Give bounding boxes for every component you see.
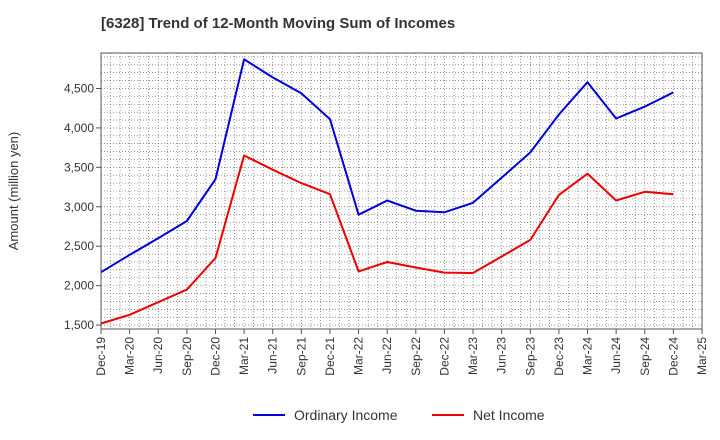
x-tick-label: Sep-23 [523, 337, 537, 376]
x-tick-label: Mar-21 [237, 337, 251, 375]
y-tick-label: 1,500 [64, 318, 94, 332]
x-tick-label: Sep-21 [294, 337, 308, 376]
x-tick-label: Jun-20 [151, 337, 165, 374]
chart-title: [6328] Trend of 12-Month Moving Sum of I… [101, 15, 456, 32]
legend: Ordinary Income Net Income [253, 407, 545, 423]
series-line-ordinary-income [100, 58, 674, 274]
x-tick-label: Dec-23 [552, 337, 566, 376]
legend-label-ordinary-income: Ordinary Income [294, 407, 398, 423]
x-tick-label: Mar-25 [695, 337, 709, 375]
x-tick-label: Mar-23 [466, 337, 480, 375]
plot-frame [100, 52, 703, 330]
x-tick-label: Sep-22 [409, 337, 423, 376]
series-line-net-income [100, 154, 674, 325]
x-tick-label: Mar-24 [581, 337, 595, 375]
x-tick-label: Jun-22 [380, 337, 394, 374]
y-axis-title: Amount (million yen) [6, 132, 21, 251]
x-tick-label: Mar-20 [123, 337, 137, 375]
x-tick-label: Dec-22 [437, 337, 451, 376]
x-tick-label: Dec-19 [94, 337, 108, 376]
grid-layer [101, 53, 702, 329]
x-tick-label: Mar-22 [352, 337, 366, 375]
y-tick-label: 2,000 [64, 279, 94, 293]
series-layer [100, 58, 674, 325]
y-tick-label: 3,500 [64, 160, 94, 174]
y-tick-label: 2,500 [64, 239, 94, 253]
tick-layer: 1,500 2,000 2,500 3,000 3,500 4,000 4,500 Dec-1… [64, 81, 709, 375]
x-tick-label: Dec-21 [323, 337, 337, 376]
y-tick-label: 4,000 [64, 121, 94, 135]
x-tick-label: Jun-23 [495, 337, 509, 374]
y-tick-label: 3,000 [64, 200, 94, 214]
x-tick-label: Sep-24 [638, 337, 652, 376]
y-tick-label: 4,500 [64, 81, 94, 95]
x-tick-label: Dec-20 [208, 337, 222, 376]
x-tick-label: Sep-20 [180, 337, 194, 376]
legend-label-net-income: Net Income [473, 407, 545, 423]
x-tick-label: Jun-24 [609, 337, 623, 374]
x-tick-label: Dec-24 [666, 337, 680, 376]
x-tick-label: Jun-21 [266, 337, 280, 374]
